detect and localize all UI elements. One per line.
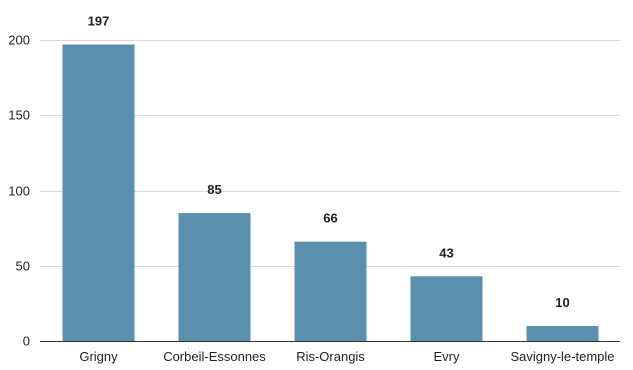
data-label: 43 xyxy=(439,245,453,260)
x-axis-categories: Grigny Corbeil-Essonnes Ris-Orangis Evry Sav… xyxy=(79,349,614,364)
x-category-label: Ris-Orangis xyxy=(296,349,365,364)
x-category-label: Corbeil-Essonnes xyxy=(163,349,266,364)
y-tick-label: 200 xyxy=(8,33,30,48)
bar-corbeil-essonnes xyxy=(178,213,251,341)
y-tick-label: 50 xyxy=(16,259,30,274)
y-axis-ticks: 0 50 100 150 200 xyxy=(8,33,30,349)
data-label: 85 xyxy=(207,182,221,197)
data-label: 197 xyxy=(88,14,110,29)
y-tick-label: 0 xyxy=(23,334,30,349)
y-tick-label: 100 xyxy=(8,184,30,199)
data-label: 66 xyxy=(323,211,337,226)
x-category-label: Grigny xyxy=(79,349,118,364)
bars xyxy=(62,44,599,341)
bar-evry xyxy=(410,276,483,341)
y-tick-label: 150 xyxy=(8,108,30,123)
bar-grigny xyxy=(62,44,135,341)
data-labels: 197 85 66 43 10 xyxy=(88,14,570,310)
x-category-label: Evry xyxy=(434,349,461,364)
gridlines xyxy=(40,40,620,342)
bar-savigny-le-temple xyxy=(526,325,599,341)
data-label: 10 xyxy=(555,295,569,310)
bar-ris-orangis xyxy=(294,241,367,341)
x-category-label: Savigny-le-temple xyxy=(510,349,614,364)
